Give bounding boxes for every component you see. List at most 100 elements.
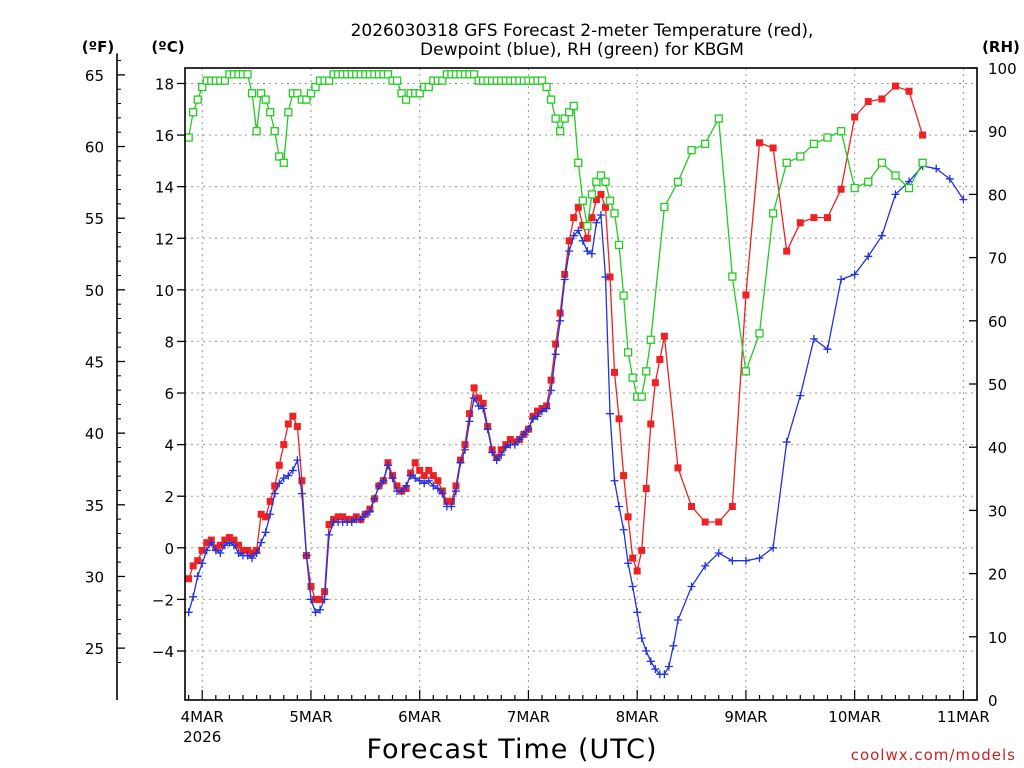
data-point-2-meter-temperature: [416, 466, 424, 474]
data-point-rh: [293, 89, 302, 98]
data-point-2-meter-temperature: [647, 420, 655, 428]
data-point-2-meter-temperature: [688, 503, 696, 511]
data-point-rh: [850, 183, 859, 193]
x-tick-label: 4MAR: [181, 708, 224, 726]
data-point-dewpoint: [383, 461, 392, 470]
data-point-dewpoint: [456, 458, 465, 467]
data-point-rh: [193, 95, 202, 104]
data-point-rh: [220, 76, 230, 85]
data-point-rh: [660, 202, 669, 212]
data-point-2-meter-temperature: [565, 237, 573, 245]
data-point-dewpoint: [279, 474, 288, 483]
data-point-rh: [614, 240, 624, 250]
x-tick-label: 9MAR: [724, 708, 767, 726]
data-point-rh: [311, 82, 320, 92]
data-point-2-meter-temperature: [919, 131, 927, 139]
data-point-rh: [279, 158, 288, 167]
data-point-2-meter-temperature: [620, 472, 628, 480]
data-point-2-meter-temperature: [570, 214, 578, 222]
data-point-2-meter-temperature: [429, 472, 437, 480]
data-point-rh: [619, 291, 628, 300]
data-point-dewpoint: [769, 543, 778, 552]
data-point-2-meter-temperature: [592, 196, 600, 204]
data-point-dewpoint: [624, 559, 633, 568]
data-point-2-meter-temperature: [629, 554, 637, 562]
data-point-rh: [392, 76, 402, 85]
data-point-dewpoint: [823, 345, 832, 354]
data-point-dewpoint: [293, 456, 302, 465]
data-point-dewpoint: [615, 502, 624, 511]
fahrenheit-tick-label: 65: [85, 67, 104, 85]
data-point-dewpoint: [320, 595, 329, 604]
data-point-2-meter-temperature: [506, 435, 514, 443]
data-point-rh: [261, 95, 270, 104]
data-point-2-meter-temperature: [891, 82, 899, 90]
data-point-rh: [469, 70, 479, 79]
data-point-2-meter-temperature: [257, 510, 265, 518]
data-point-dewpoint: [578, 236, 587, 245]
data-point-dewpoint: [388, 474, 397, 483]
fahrenheit-tick-label: 50: [85, 282, 104, 300]
x-tick-label: 11MAR: [937, 708, 990, 726]
data-point-2-meter-temperature: [660, 332, 668, 340]
data-point-dewpoint: [592, 218, 601, 227]
data-point-2-meter-temperature: [325, 521, 333, 529]
data-point-2-meter-temperature: [715, 518, 723, 526]
data-point-2-meter-temperature: [339, 513, 347, 521]
data-point-dewpoint: [587, 249, 596, 258]
data-point-2-meter-temperature: [579, 221, 587, 229]
data-point-dewpoint: [451, 487, 460, 496]
data-point-dewpoint: [637, 634, 646, 643]
data-point-2-meter-temperature: [574, 203, 582, 211]
x-tick-label: 8MAR: [616, 708, 659, 726]
data-point-rh: [415, 89, 424, 98]
data-point-dewpoint: [551, 350, 560, 359]
data-point-dewpoint: [528, 414, 537, 423]
data-point-2-meter-temperature: [189, 562, 197, 570]
fahrenheit-tick-label: 30: [85, 568, 104, 586]
data-point-2-meter-temperature: [837, 185, 845, 193]
data-point-dewpoint: [601, 272, 610, 281]
data-point-dewpoint: [959, 195, 968, 204]
data-point-rh: [275, 152, 284, 161]
data-point-2-meter-temperature: [615, 415, 623, 423]
data-point-rh: [755, 329, 764, 338]
data-point-dewpoint: [433, 484, 442, 493]
data-point-dewpoint: [837, 275, 846, 284]
data-point-dewpoint: [728, 556, 737, 565]
x-tick-label: 10MAR: [828, 708, 881, 726]
rh-tick-label: 10: [988, 629, 1007, 647]
data-point-dewpoint: [687, 582, 696, 591]
data-point-2-meter-temperature: [225, 533, 233, 541]
celsius-tick-label: 16: [155, 127, 174, 145]
data-point-dewpoint: [669, 641, 678, 650]
data-point-dewpoint: [479, 404, 488, 413]
data-point-rh: [610, 209, 619, 218]
series-line-dewpoint: [187, 165, 964, 675]
data-point-2-meter-temperature: [601, 203, 609, 211]
data-point-dewpoint: [379, 476, 388, 485]
fahrenheit-tick-label: 40: [85, 425, 104, 443]
data-point-rh: [302, 95, 311, 104]
data-point-dewpoint: [361, 510, 370, 519]
data-point-dewpoint: [316, 605, 325, 614]
data-point-rh: [741, 367, 751, 376]
data-point-rh: [601, 177, 610, 186]
rh-tick-label: 0: [988, 692, 998, 710]
data-point-rh: [546, 95, 556, 104]
data-point-2-meter-temperature: [823, 214, 831, 222]
data-point-dewpoint: [642, 646, 651, 655]
data-point-2-meter-temperature: [534, 407, 542, 415]
data-point-dewpoint: [297, 489, 306, 498]
data-point-rh: [918, 158, 927, 167]
data-point-dewpoint: [782, 438, 791, 447]
data-point-rh: [401, 95, 411, 104]
data-point-rh: [243, 70, 252, 79]
fahrenheit-tick-label: 45: [85, 354, 104, 372]
data-point-2-meter-temperature: [470, 384, 478, 392]
data-point-dewpoint: [347, 518, 356, 527]
data-point-rh: [252, 127, 261, 136]
data-point-2-meter-temperature: [298, 477, 306, 485]
data-point-rh: [551, 114, 560, 123]
